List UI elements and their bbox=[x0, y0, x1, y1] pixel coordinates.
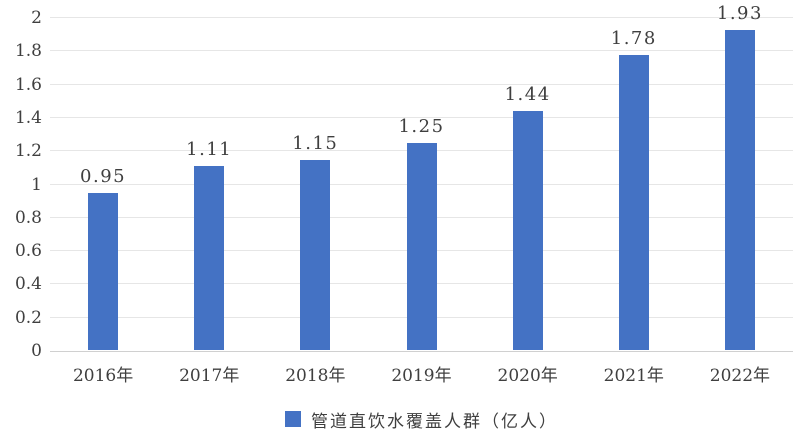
y-tick-label: 1.4 bbox=[14, 107, 42, 128]
y-tick-label: 1 bbox=[31, 174, 42, 195]
bar-2020年 bbox=[512, 111, 543, 350]
bar-2019年 bbox=[406, 142, 437, 350]
legend-swatch-icon bbox=[285, 411, 301, 427]
x-tick-label: 2019年 bbox=[391, 366, 452, 386]
bar-value-label: 1.15 bbox=[292, 132, 339, 154]
bar-value-label: 1.25 bbox=[398, 115, 445, 137]
y-axis: 0 0.2 0.4 0.6 0.8 1 1.2 1.4 1.6 1.8 2 bbox=[0, 8, 42, 361]
y-tick-label: 0.6 bbox=[14, 241, 42, 262]
bar-2016年 bbox=[88, 192, 119, 350]
x-tick-label: 2020年 bbox=[497, 366, 558, 386]
gridline bbox=[50, 50, 793, 52]
y-tick-label: 1.2 bbox=[14, 141, 42, 162]
legend-label: 管道直饮水覆盖人群（亿人） bbox=[311, 411, 558, 432]
y-tick-label: 1.6 bbox=[14, 74, 42, 95]
bar-value-label: 0.95 bbox=[80, 165, 127, 187]
gridline bbox=[50, 116, 793, 118]
bar-2017年 bbox=[194, 166, 225, 350]
x-axis: 2016年 2017年 2018年 2019年 2020年 2021年 2022年 bbox=[50, 361, 793, 386]
bar-2021年 bbox=[618, 54, 649, 350]
y-tick-label: 2 bbox=[31, 8, 42, 28]
y-tick-label: 0.4 bbox=[14, 274, 42, 295]
y-tick-label: 0 bbox=[31, 341, 42, 361]
x-tick-label: 2017年 bbox=[179, 366, 240, 386]
y-tick-label: 0.2 bbox=[14, 307, 42, 328]
bar-2018年 bbox=[300, 159, 331, 350]
y-tick-label: 1.8 bbox=[14, 41, 42, 62]
y-tick-label: 0.8 bbox=[14, 207, 42, 228]
x-tick-label: 2016年 bbox=[72, 366, 134, 386]
bar-value-label: 1.78 bbox=[610, 27, 657, 49]
legend: 管道直饮水覆盖人群（亿人） bbox=[50, 406, 793, 432]
bar-value-label: 1.11 bbox=[186, 139, 233, 161]
bar-value-label: 1.44 bbox=[504, 84, 551, 106]
x-axis-line bbox=[50, 351, 793, 352]
bar-value-label: 1.93 bbox=[716, 2, 763, 24]
plot-area: 0.95 1.11 1.15 1.25 1.44 1.78 1.93 bbox=[50, 3, 793, 352]
x-tick-label: 2018年 bbox=[285, 366, 346, 386]
gridline bbox=[50, 17, 793, 18]
bar-2022年 bbox=[724, 29, 755, 350]
gridline bbox=[50, 83, 793, 85]
x-tick-label: 2022年 bbox=[709, 366, 771, 386]
x-tick-label: 2021年 bbox=[603, 366, 664, 386]
